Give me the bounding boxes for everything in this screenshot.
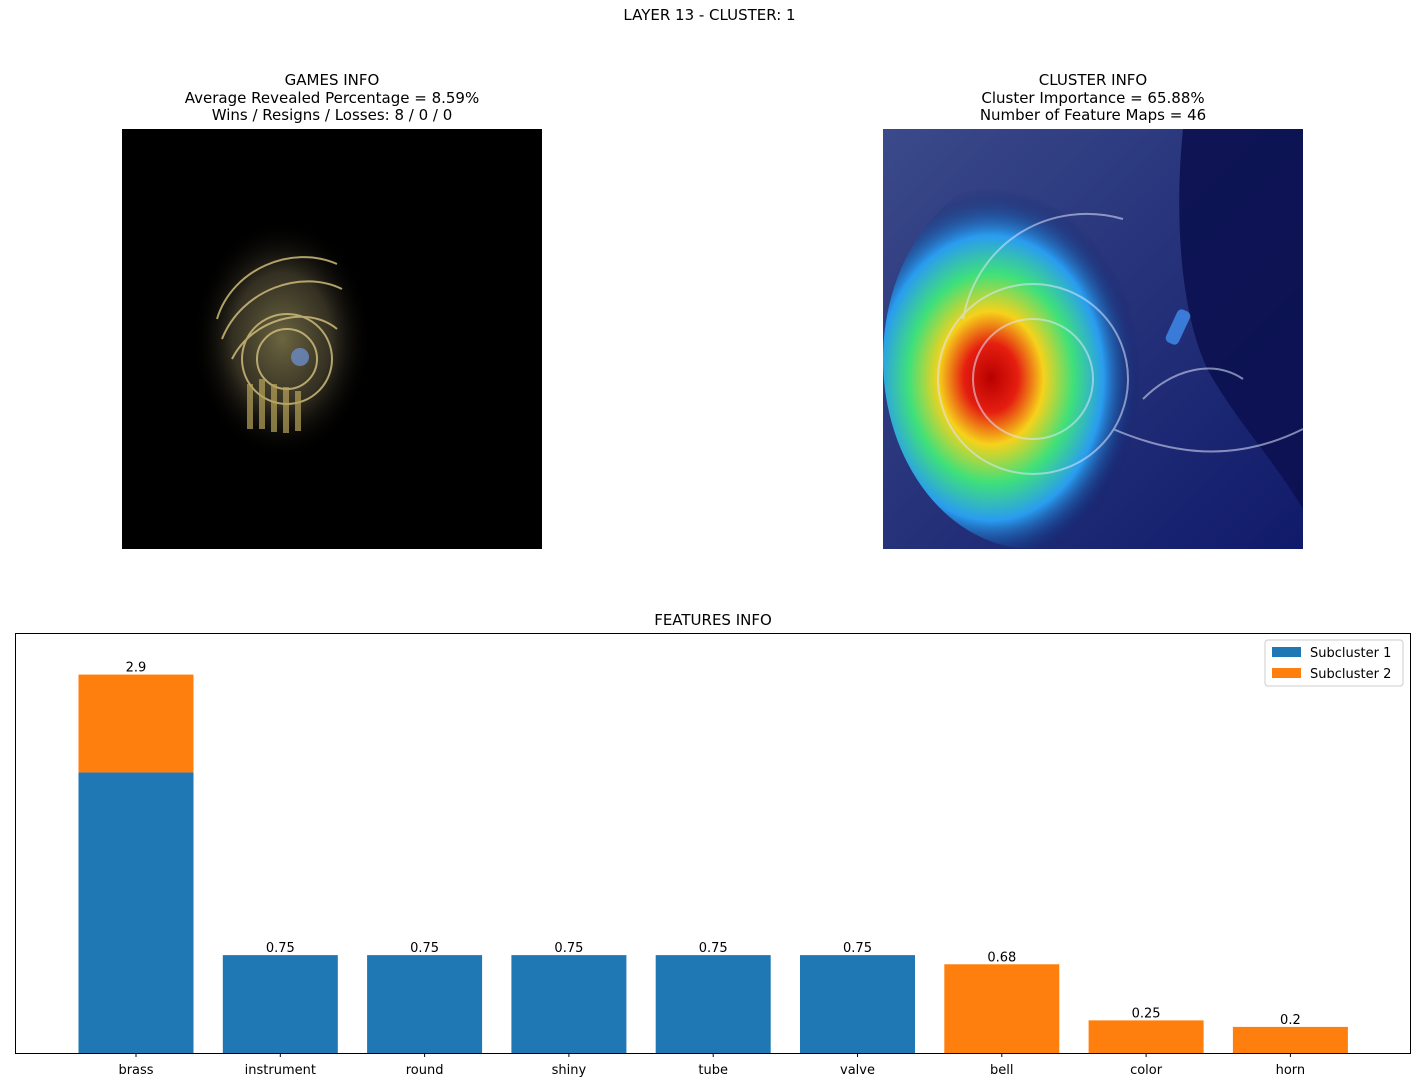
- bar-brass-subcluster-1: [78, 772, 194, 1053]
- x-tick-label: instrument: [245, 1063, 316, 1078]
- bar-instrument-subcluster-1: [222, 955, 338, 1053]
- bar-value-label: 0.75: [843, 941, 872, 956]
- wins-resigns-losses: Wins / Resigns / Losses: 8 / 0 / 0: [211, 106, 453, 124]
- bar-value-label: 0.75: [699, 941, 728, 956]
- x-tick-label: bell: [990, 1063, 1013, 1078]
- bar-color-subcluster-2: [1088, 1020, 1204, 1053]
- legend-label-subcluster-2: Subcluster 2: [1310, 667, 1391, 682]
- bar-shiny-subcluster-1: [511, 955, 627, 1053]
- x-tick-label: horn: [1276, 1063, 1306, 1078]
- bar-value-label: 0.75: [554, 941, 583, 956]
- x-tick-label: shiny: [552, 1063, 587, 1078]
- cluster-importance: Cluster Importance = 65.88%: [981, 88, 1205, 107]
- legend-swatch-subcluster-1: [1272, 647, 1301, 657]
- x-tick-label: tube: [698, 1063, 728, 1078]
- games-info-title: GAMES INFO: [284, 71, 380, 89]
- x-tick-label: brass: [118, 1063, 153, 1078]
- bar-value-label: 0.75: [266, 941, 295, 956]
- legend-label-subcluster-1: Subcluster 1: [1310, 646, 1391, 661]
- revealed-horn-image: [122, 129, 542, 549]
- figure-title: LAYER 13 - CLUSTER: 1: [623, 6, 796, 24]
- heatmap-overlay: [883, 129, 1303, 549]
- x-tick-label: color: [1130, 1063, 1163, 1078]
- games-info-header: GAMES INFO Average Revealed Percentage =…: [122, 71, 542, 125]
- bar-valve-subcluster-1: [800, 955, 915, 1053]
- cluster-heatmap-image: [883, 129, 1303, 549]
- bar-value-label: 2.9: [126, 661, 147, 676]
- cluster-info-header: CLUSTER INFO Cluster Importance = 65.88%…: [883, 71, 1303, 125]
- x-tick-label: valve: [840, 1063, 875, 1078]
- bar-bell-subcluster-2: [944, 964, 1060, 1053]
- cluster-info-title: CLUSTER INFO: [1038, 71, 1148, 89]
- bar-round-subcluster-1: [367, 955, 483, 1053]
- legend-swatch-subcluster-2: [1272, 668, 1301, 678]
- plot-frame: [15, 633, 1411, 1054]
- bar-brass-subcluster-2: [78, 674, 194, 773]
- bar-value-label: 0.25: [1132, 1006, 1161, 1021]
- bar-value-label: 0.2: [1280, 1013, 1301, 1028]
- bar-value-label: 0.75: [410, 941, 439, 956]
- bar-tube-subcluster-1: [655, 955, 771, 1053]
- revealed-image: [122, 129, 542, 549]
- x-tick-label: round: [406, 1063, 444, 1078]
- average-revealed-percentage: Average Revealed Percentage = 8.59%: [184, 88, 480, 107]
- bar-horn-subcluster-2: [1232, 1026, 1348, 1053]
- features-info-title: FEATURES INFO: [654, 611, 772, 629]
- bar-value-label: 0.68: [987, 950, 1016, 965]
- feature-maps-count: Number of Feature Maps = 46: [979, 106, 1207, 124]
